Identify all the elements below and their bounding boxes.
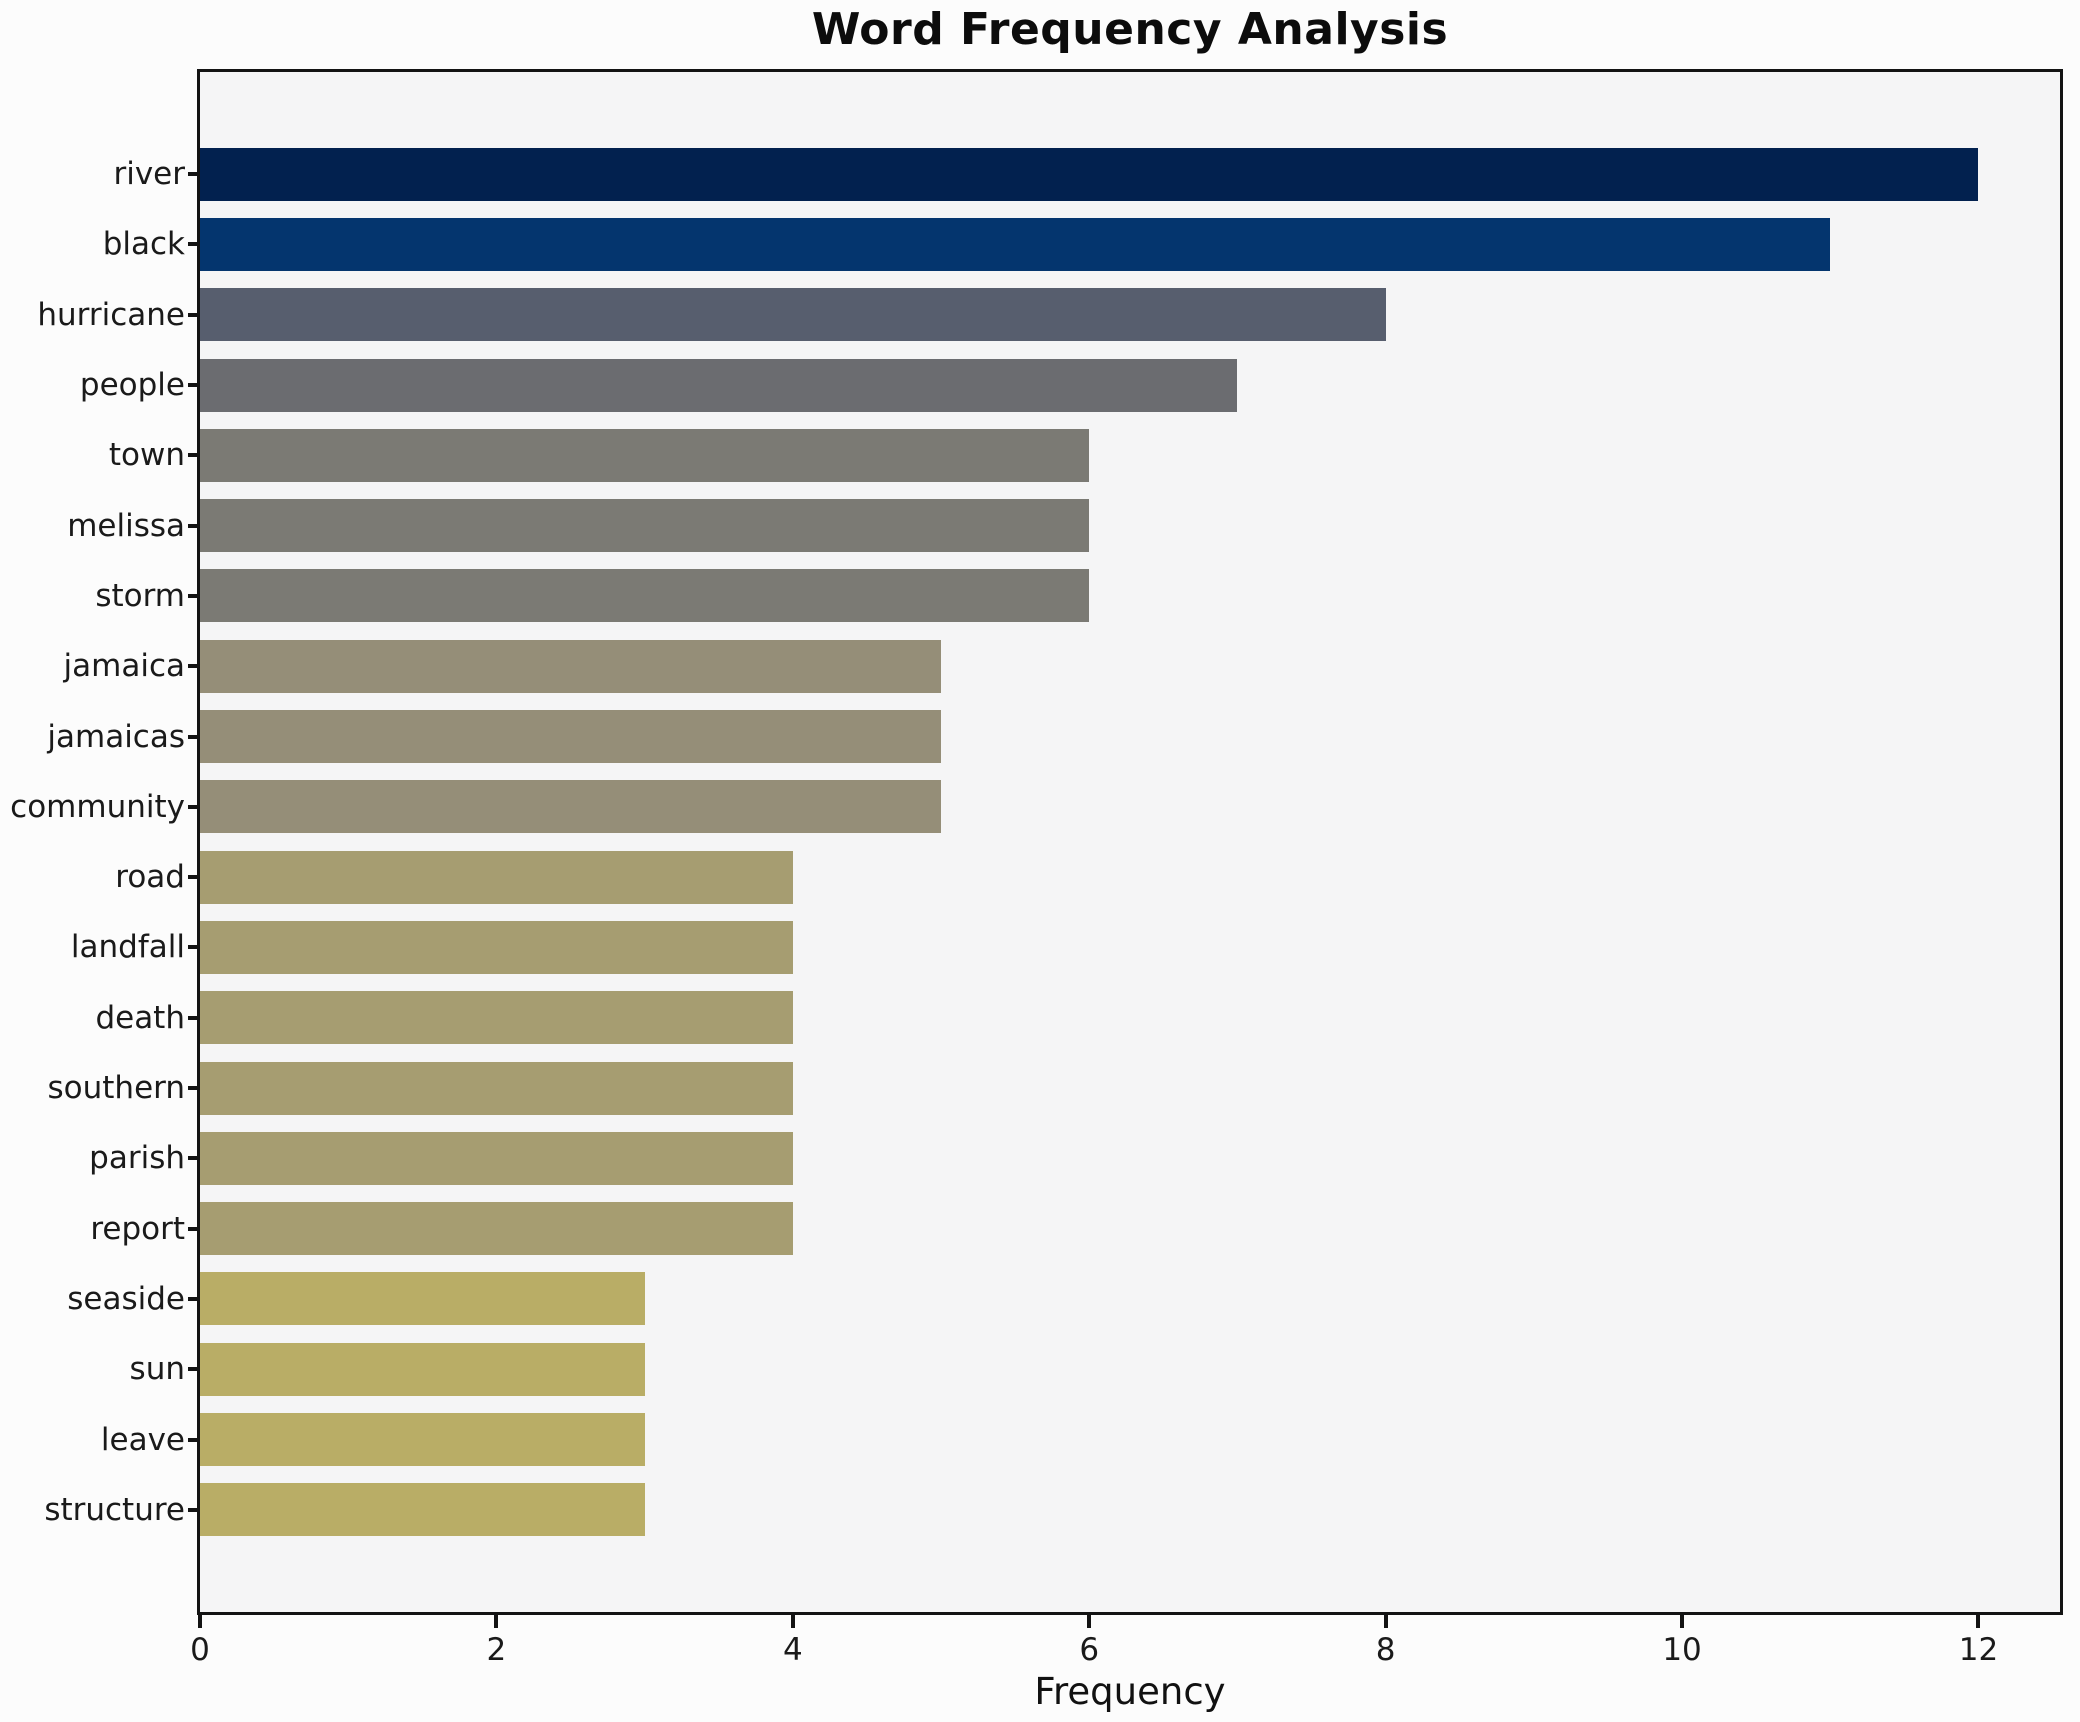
y-tick-label: hurricane: [37, 296, 185, 333]
y-tick-label: report: [90, 1210, 185, 1247]
x-tick-mark: [494, 1615, 499, 1628]
y-tick-label: road: [115, 859, 185, 896]
x-tick-label: 12: [1958, 1632, 1999, 1668]
y-tick-label: seaside: [67, 1280, 185, 1317]
plot-area: [197, 69, 2063, 1615]
y-tick-label: leave: [100, 1421, 185, 1458]
y-tick-label: death: [95, 999, 185, 1036]
x-tick-mark: [1383, 1615, 1388, 1628]
y-tick-mark: [188, 312, 200, 317]
x-tick-mark: [1680, 1615, 1685, 1628]
bar-jamaica: [200, 639, 942, 693]
bar-southern: [200, 1061, 793, 1115]
y-tick-mark: [188, 1507, 200, 1512]
y-tick-mark: [188, 1226, 200, 1231]
y-tick-label: community: [10, 788, 185, 825]
bar-seaside: [200, 1272, 645, 1326]
x-axis-label: Frequency: [1034, 1670, 1226, 1713]
bar-storm: [200, 569, 1090, 623]
y-tick-label: black: [102, 226, 185, 263]
y-tick-mark: [188, 1437, 200, 1442]
y-tick-mark: [188, 383, 200, 388]
bar-landfall: [200, 920, 793, 974]
y-tick-mark: [188, 453, 200, 458]
bar-parish: [200, 1131, 793, 1185]
x-tick-mark: [790, 1615, 795, 1628]
bar-community: [200, 780, 942, 834]
y-tick-label: landfall: [70, 929, 185, 966]
bar-town: [200, 428, 1090, 482]
x-tick-mark: [1976, 1615, 1981, 1628]
y-tick-mark: [188, 593, 200, 598]
x-tick-label: 8: [1375, 1632, 1396, 1668]
y-tick-mark: [188, 734, 200, 739]
y-tick-mark: [188, 523, 200, 528]
y-tick-label: melissa: [67, 507, 185, 544]
y-tick-label: river: [113, 156, 185, 193]
bar-report: [200, 1202, 793, 1256]
y-tick-mark: [188, 664, 200, 669]
y-tick-label: jamaica: [63, 648, 185, 685]
y-tick-mark: [188, 1367, 200, 1372]
y-tick-label: town: [108, 437, 185, 474]
y-tick-label: storm: [95, 577, 185, 614]
y-tick-label: sun: [129, 1351, 185, 1388]
bar-melissa: [200, 499, 1090, 553]
x-tick-label: 10: [1662, 1632, 1702, 1668]
x-tick-label: 4: [782, 1632, 803, 1668]
x-tick-mark: [198, 1615, 202, 1628]
bar-black: [200, 217, 1831, 271]
x-tick-label: 0: [190, 1632, 210, 1668]
y-tick-label: parish: [89, 1140, 185, 1177]
bar-leave: [200, 1413, 645, 1467]
y-tick-mark: [188, 1296, 200, 1301]
y-tick-label: southern: [47, 1070, 186, 1107]
y-tick-mark: [188, 945, 200, 950]
y-tick-mark: [188, 242, 200, 247]
bar-river: [200, 147, 1979, 201]
bar-road: [200, 850, 793, 904]
x-tick-label: 2: [486, 1632, 507, 1668]
bar-jamaicas: [200, 710, 942, 764]
y-tick-mark: [188, 1156, 200, 1161]
x-tick-mark: [1087, 1615, 1092, 1628]
y-tick-mark: [188, 875, 200, 880]
bar-people: [200, 358, 1238, 412]
y-tick-mark: [188, 1086, 200, 1091]
y-tick-label: people: [79, 367, 185, 404]
y-tick-mark: [188, 1015, 200, 1020]
bar-hurricane: [200, 288, 1386, 342]
y-tick-mark: [188, 172, 200, 177]
y-tick-label: structure: [44, 1491, 185, 1528]
x-tick-label: 6: [1079, 1632, 1100, 1668]
y-tick-mark: [188, 804, 200, 809]
y-tick-label: jamaicas: [47, 718, 185, 755]
chart-title: Word Frequency Analysis: [811, 4, 1449, 55]
bar-sun: [200, 1342, 645, 1396]
bar-structure: [200, 1483, 645, 1537]
bar-death: [200, 991, 793, 1045]
